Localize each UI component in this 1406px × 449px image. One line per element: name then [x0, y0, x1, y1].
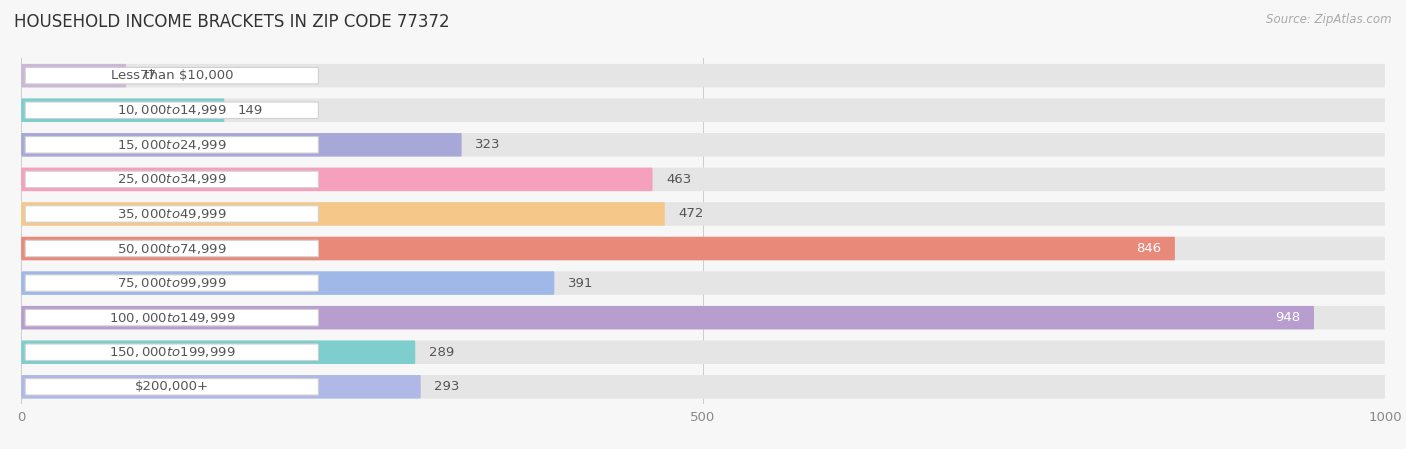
Text: HOUSEHOLD INCOME BRACKETS IN ZIP CODE 77372: HOUSEHOLD INCOME BRACKETS IN ZIP CODE 77…	[14, 13, 450, 31]
FancyBboxPatch shape	[21, 271, 1385, 295]
FancyBboxPatch shape	[21, 340, 1385, 364]
FancyBboxPatch shape	[21, 98, 225, 122]
Text: 293: 293	[434, 380, 460, 393]
FancyBboxPatch shape	[21, 237, 1385, 260]
FancyBboxPatch shape	[25, 206, 318, 222]
FancyBboxPatch shape	[25, 240, 318, 257]
FancyBboxPatch shape	[21, 202, 1385, 226]
Text: 391: 391	[568, 277, 593, 290]
FancyBboxPatch shape	[25, 171, 318, 188]
Text: $15,000 to $24,999: $15,000 to $24,999	[117, 138, 226, 152]
Text: 948: 948	[1275, 311, 1301, 324]
FancyBboxPatch shape	[21, 340, 415, 364]
FancyBboxPatch shape	[25, 67, 318, 84]
Text: 77: 77	[139, 69, 156, 82]
Text: $100,000 to $149,999: $100,000 to $149,999	[108, 311, 235, 325]
FancyBboxPatch shape	[25, 275, 318, 291]
FancyBboxPatch shape	[21, 202, 665, 226]
Text: $35,000 to $49,999: $35,000 to $49,999	[117, 207, 226, 221]
Text: $10,000 to $14,999: $10,000 to $14,999	[117, 103, 226, 117]
FancyBboxPatch shape	[21, 98, 1385, 122]
Text: 463: 463	[666, 173, 692, 186]
FancyBboxPatch shape	[21, 306, 1385, 330]
Text: $200,000+: $200,000+	[135, 380, 209, 393]
FancyBboxPatch shape	[21, 167, 652, 191]
Text: 472: 472	[679, 207, 704, 220]
Text: Less than $10,000: Less than $10,000	[111, 69, 233, 82]
FancyBboxPatch shape	[21, 237, 1175, 260]
Text: $25,000 to $34,999: $25,000 to $34,999	[117, 172, 226, 186]
Text: $150,000 to $199,999: $150,000 to $199,999	[108, 345, 235, 359]
FancyBboxPatch shape	[21, 271, 554, 295]
FancyBboxPatch shape	[21, 64, 1385, 88]
Text: Source: ZipAtlas.com: Source: ZipAtlas.com	[1267, 13, 1392, 26]
Text: $75,000 to $99,999: $75,000 to $99,999	[117, 276, 226, 290]
FancyBboxPatch shape	[25, 102, 318, 119]
Text: 846: 846	[1136, 242, 1161, 255]
FancyBboxPatch shape	[21, 167, 1385, 191]
FancyBboxPatch shape	[21, 306, 1315, 330]
FancyBboxPatch shape	[21, 133, 1385, 157]
FancyBboxPatch shape	[25, 136, 318, 153]
FancyBboxPatch shape	[21, 64, 127, 88]
FancyBboxPatch shape	[21, 375, 420, 399]
FancyBboxPatch shape	[21, 133, 461, 157]
Text: 289: 289	[429, 346, 454, 359]
Text: 149: 149	[238, 104, 263, 117]
FancyBboxPatch shape	[25, 379, 318, 395]
FancyBboxPatch shape	[25, 344, 318, 361]
FancyBboxPatch shape	[21, 375, 1385, 399]
Text: 323: 323	[475, 138, 501, 151]
Text: $50,000 to $74,999: $50,000 to $74,999	[117, 242, 226, 255]
FancyBboxPatch shape	[25, 309, 318, 326]
